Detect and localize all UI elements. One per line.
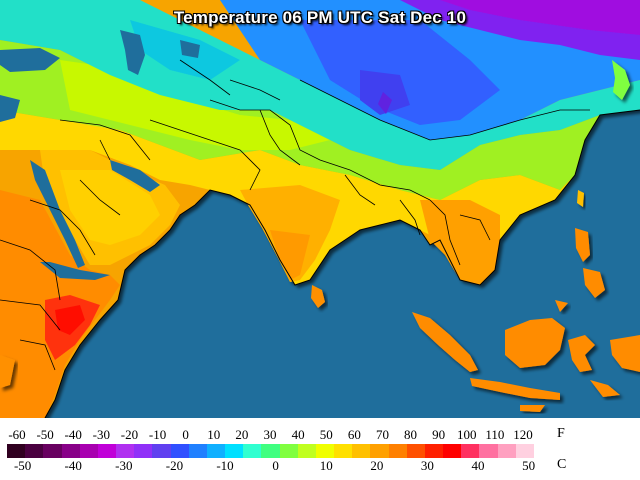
fahrenheit-tick-label: 100 xyxy=(457,427,477,442)
color-swatch xyxy=(388,444,407,458)
color-swatch xyxy=(43,444,62,458)
celsius-tick-label: -50 xyxy=(13,458,32,473)
celsius-tick-label: 10 xyxy=(319,458,333,473)
java xyxy=(470,378,560,400)
country-borders xyxy=(0,59,590,371)
mindanao xyxy=(583,268,605,298)
color-swatch xyxy=(497,444,516,458)
color-swatch xyxy=(279,444,298,458)
color-swatch xyxy=(261,444,280,458)
color-swatch xyxy=(334,444,353,458)
color-swatch xyxy=(424,444,444,458)
temperature-map: Temperature 06 PM UTC Sat Dec 10 xyxy=(0,0,640,418)
fahrenheit-tick-label: -30 xyxy=(92,427,110,442)
celsius-tick-label: -30 xyxy=(115,458,133,473)
celsius-tick-label: 40 xyxy=(471,458,485,473)
color-swatch xyxy=(97,444,117,458)
color-scale-bar xyxy=(7,444,553,458)
red-sea xyxy=(30,160,85,268)
caspian-sea xyxy=(120,30,145,75)
island xyxy=(555,300,568,312)
fahrenheit-tick-label: 40 xyxy=(291,427,305,442)
new-guinea xyxy=(610,335,640,372)
aral-sea xyxy=(180,40,200,58)
fahrenheit-tick-label: 10 xyxy=(207,427,221,442)
taiwan xyxy=(577,190,584,207)
color-swatch xyxy=(25,444,44,458)
island xyxy=(520,405,545,412)
fahrenheit-tick-label: 60 xyxy=(347,427,361,442)
color-swatch xyxy=(515,444,534,458)
color-swatch xyxy=(443,444,462,458)
fahrenheit-tick-label: 50 xyxy=(319,427,333,442)
fahrenheit-tick-label: 80 xyxy=(404,427,418,442)
color-swatch xyxy=(61,444,80,458)
celsius-tick-label: 50 xyxy=(522,458,536,473)
color-swatch xyxy=(206,444,226,458)
fahrenheit-tick-label: 70 xyxy=(375,427,389,442)
sri-lanka xyxy=(311,285,325,308)
map-title: Temperature 06 PM UTC Sat Dec 10 xyxy=(173,8,467,27)
sumatra xyxy=(412,312,478,372)
color-swatch xyxy=(152,444,171,458)
fahrenheit-tick-label: -10 xyxy=(148,427,167,442)
gulf-of-aden xyxy=(40,262,110,280)
color-swatch xyxy=(533,444,553,458)
borneo xyxy=(505,318,565,368)
celsius-tick-label: -10 xyxy=(216,458,234,473)
fahrenheit-tick-label: 90 xyxy=(432,427,446,442)
madagascar xyxy=(0,355,15,388)
fahrenheit-tick-label: -20 xyxy=(120,427,139,442)
color-swatch xyxy=(297,444,316,458)
persian-gulf xyxy=(110,160,160,192)
fahrenheit-tick-label: -60 xyxy=(8,427,26,442)
color-swatch xyxy=(188,444,207,458)
celsius-tick-label: 20 xyxy=(370,458,384,473)
celsius-tick-label: -20 xyxy=(165,458,184,473)
fahrenheit-tick-label: 120 xyxy=(513,427,533,442)
celsius-tick-label: -40 xyxy=(64,458,82,473)
color-swatch xyxy=(79,444,98,458)
island xyxy=(590,380,620,397)
land-mass xyxy=(0,0,640,418)
color-swatch xyxy=(170,444,189,458)
fahrenheit-tick-label: 110 xyxy=(485,427,505,442)
color-swatch xyxy=(225,444,244,458)
map-graphic xyxy=(0,0,640,418)
fahrenheit-tick-label: 20 xyxy=(235,427,249,442)
color-swatch xyxy=(7,444,26,458)
color-swatch xyxy=(352,444,371,458)
fahrenheit-tick-label: -50 xyxy=(36,427,54,442)
celsius-tick-label: 0 xyxy=(272,458,279,473)
color-swatch xyxy=(461,444,480,458)
celsius-unit-label: C xyxy=(557,457,567,472)
color-swatch xyxy=(243,444,262,458)
color-swatch xyxy=(315,444,335,458)
sulawesi xyxy=(568,335,595,372)
fahrenheit-tick-label: 0 xyxy=(182,427,189,442)
fahrenheit-unit-label: F xyxy=(557,426,565,441)
mediterranean xyxy=(0,95,20,122)
celsius-tick-label: 30 xyxy=(420,458,434,473)
temperature-legend: -60 -50 -40 -30 -20 -10 0 10 20 30 40 50 60 70 80 90 100… xyxy=(0,418,640,480)
japan xyxy=(612,60,630,100)
color-swatch xyxy=(370,444,389,458)
fahrenheit-tick-label: 30 xyxy=(263,427,277,442)
luzon xyxy=(575,228,590,262)
color-swatch xyxy=(406,444,425,458)
coastlines xyxy=(44,109,640,418)
black-sea xyxy=(0,48,60,72)
color-swatch xyxy=(479,444,498,458)
fahrenheit-tick-label: -40 xyxy=(64,427,82,442)
color-swatch xyxy=(134,444,153,458)
color-swatch xyxy=(116,444,135,458)
